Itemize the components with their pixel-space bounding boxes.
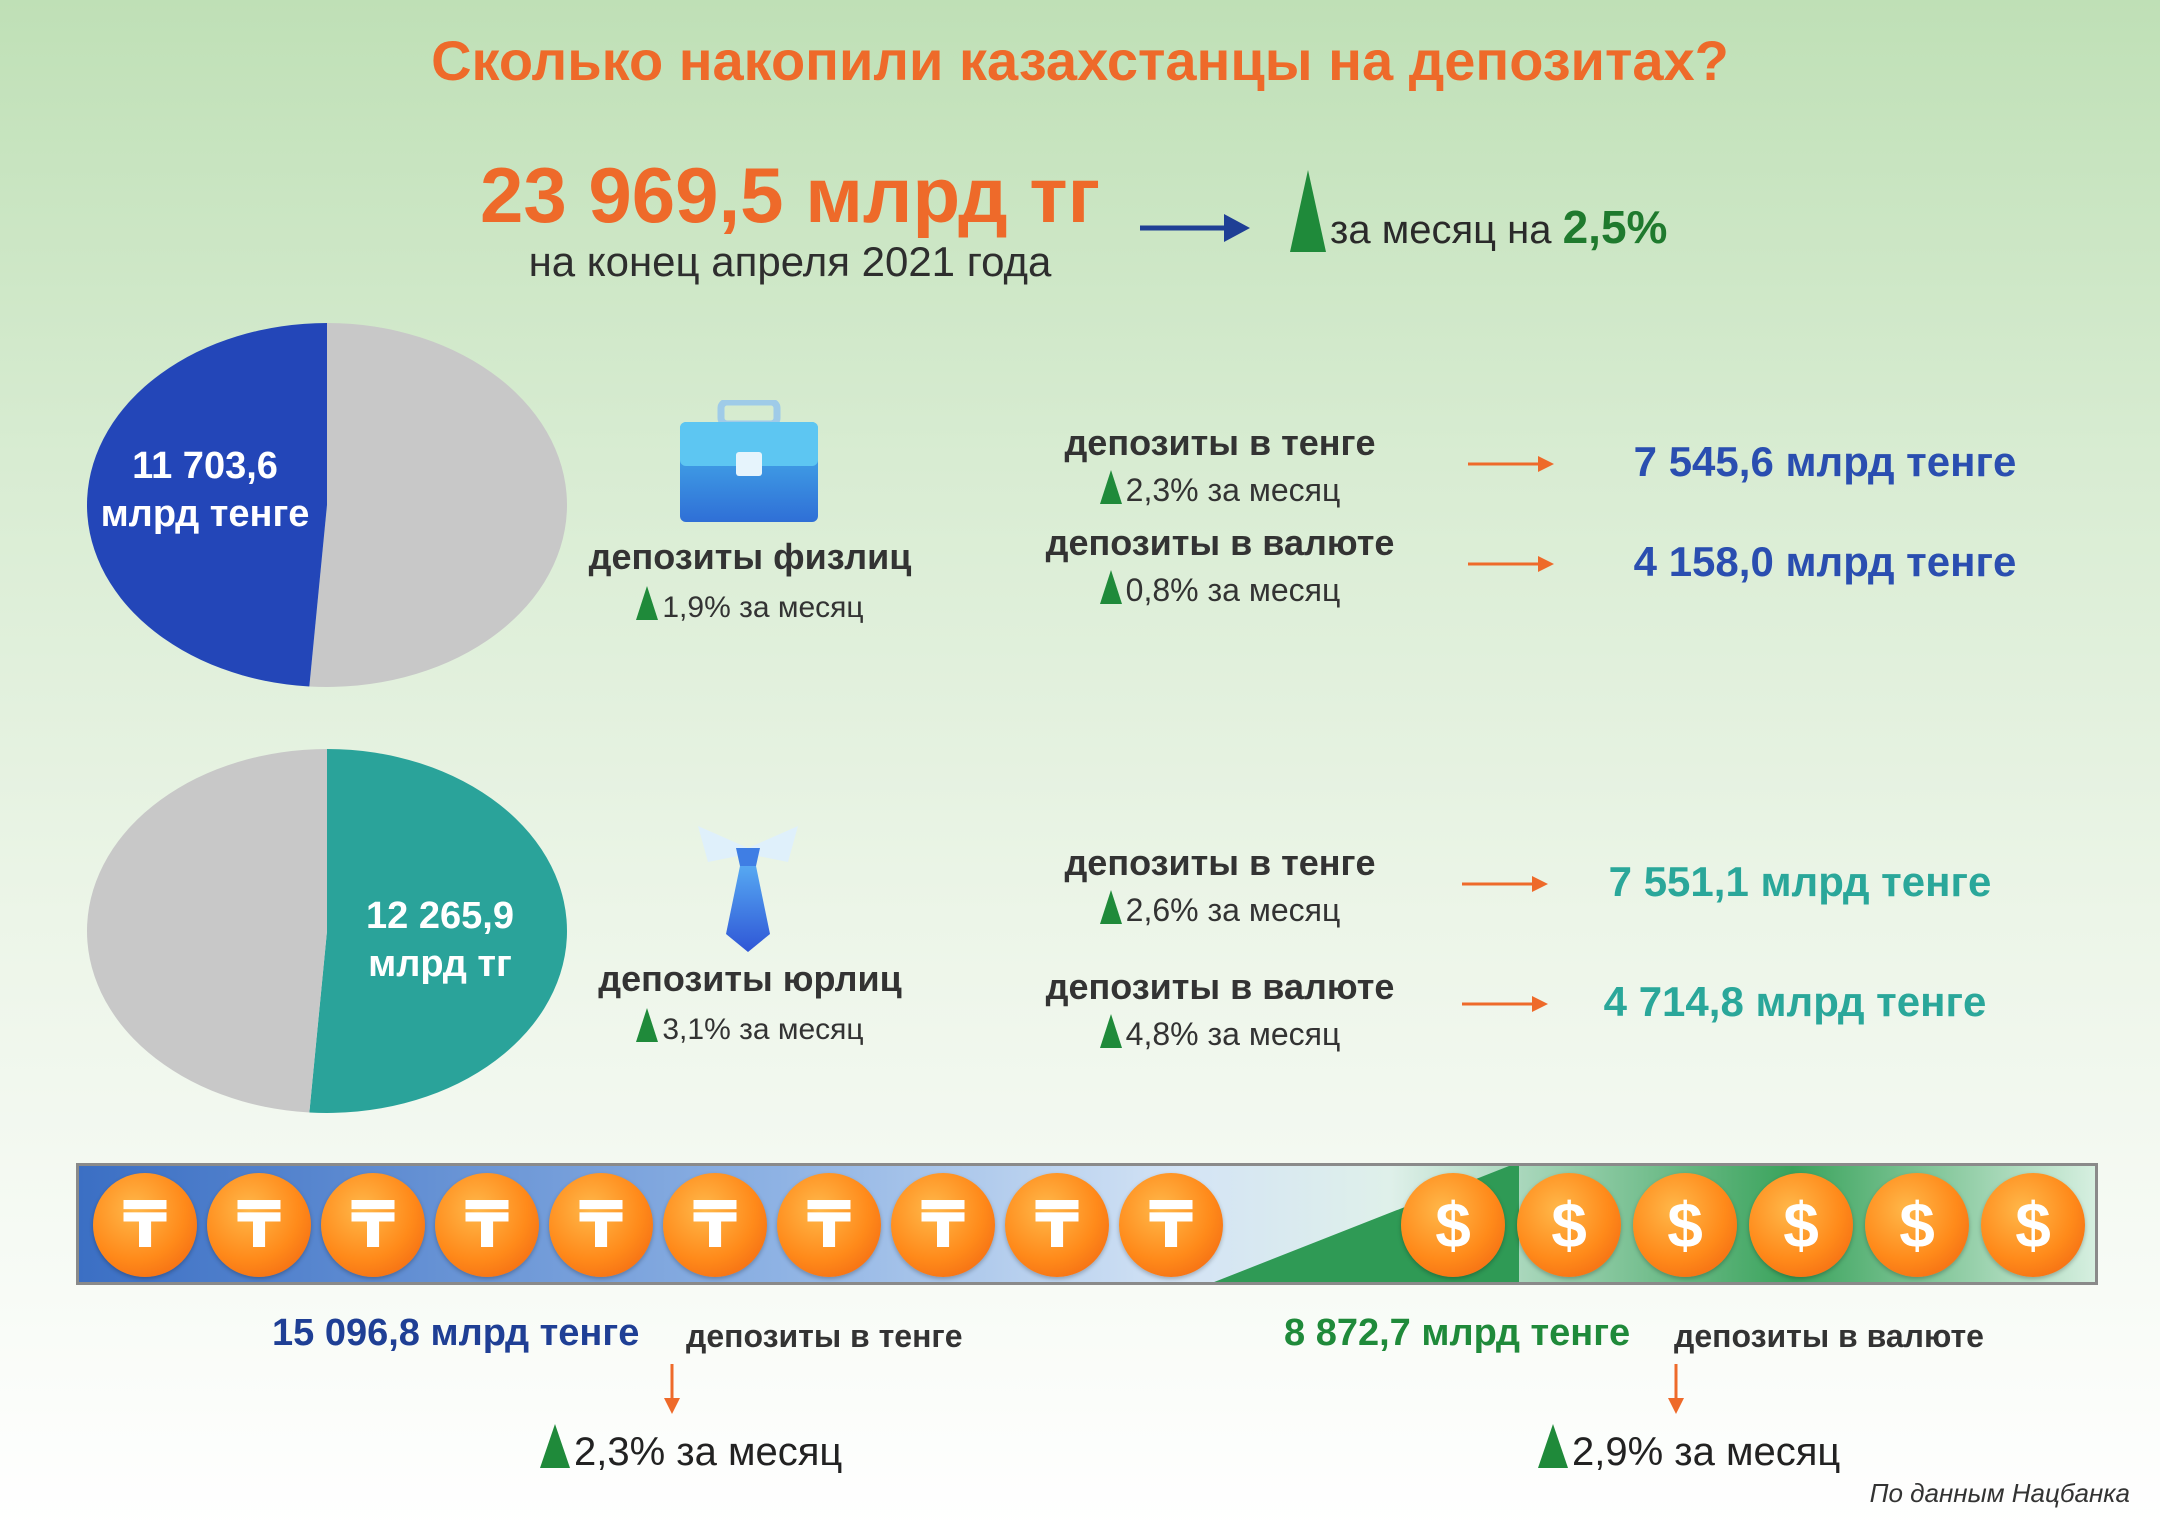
dollar-coin-icon: $ [1749, 1173, 1853, 1277]
individuals-fx-value: 4 158,0 млрд тенге [1633, 538, 2017, 585]
tenge-coin-icon: ₸ [777, 1173, 881, 1277]
tie-icon [698, 826, 798, 952]
legal-month: 3,1% за месяц [580, 1008, 920, 1047]
growth-triangle-icon [1099, 1014, 1122, 1048]
individuals-fx-label: депозиты в валюте [1045, 522, 1395, 563]
arrow-right-icon [1140, 214, 1250, 242]
arrow-down-icon [1668, 1364, 1684, 1414]
individuals-tenge-month: 2,3% за месяц [1020, 470, 1420, 509]
tenge-coin-icon: ₸ [891, 1173, 995, 1277]
dollar-coin-icon: $ [1401, 1173, 1505, 1277]
legal-fx-value: 4 714,8 млрд тенге [1603, 978, 1987, 1025]
pie-slice [87, 749, 327, 1113]
legal-pie-value: 12 265,9 [366, 895, 514, 937]
coin-bar: ₸ ₸ ₸ ₸ ₸ ₸ ₸ ₸ ₸ ₸ $ $ $ $ $ $ [76, 1163, 2098, 1285]
tenge-coin-icon: ₸ [1119, 1173, 1223, 1277]
bottom-tenge-value: 15 096,8 млрд тенге [272, 1312, 640, 1354]
source-note: По данным Нацбанка [1869, 1478, 2130, 1508]
individuals-label: депозиты физлиц [588, 536, 912, 577]
legal-tenge-label: депозиты в тенге [1064, 842, 1376, 883]
legal-fx-label: депозиты в валюте [1045, 966, 1395, 1007]
legal-pie [87, 749, 568, 1113]
arrow-right-icon [1468, 456, 1554, 472]
growth-triangle-icon [1099, 890, 1122, 924]
growth-triangle-icon [636, 1008, 659, 1042]
individuals-pie-value: 11 703,6 [132, 445, 278, 487]
tenge-coin-icon: ₸ [207, 1173, 311, 1277]
individuals-tenge-label: депозиты в тенге [1064, 422, 1376, 463]
tenge-coin-icon: ₸ [93, 1173, 197, 1277]
pie-slice [309, 749, 568, 1113]
growth-triangle-icon [1099, 570, 1122, 604]
bottom-fx-label: депозиты в валюте [1674, 1318, 1984, 1354]
legal-tenge-value: 7 551,1 млрд тенге [1608, 858, 1992, 905]
tenge-coin-icon: ₸ [1005, 1173, 1109, 1277]
legal-pie-unit: млрд тг [368, 943, 512, 985]
bottom-tenge-month: 2,3% за месяц [540, 1424, 842, 1475]
growth-triangle-icon [1099, 470, 1122, 504]
growth-triangle-icon [540, 1424, 570, 1468]
tenge-coin-icon: ₸ [321, 1173, 425, 1277]
bottom-fx-value: 8 872,7 млрд тенге [1284, 1312, 1631, 1354]
tenge-coin-icon: ₸ [663, 1173, 767, 1277]
bottom-tenge-label: депозиты в тенге [686, 1318, 963, 1354]
dollar-coin-icon: $ [1517, 1173, 1621, 1277]
legal-label: депозиты юрлиц [598, 958, 902, 999]
individuals-tenge-value: 7 545,6 млрд тенге [1633, 438, 2017, 485]
pie-slice [87, 323, 327, 687]
total-month-percent: 2,5% [1562, 201, 1668, 253]
tenge-coin-icon: ₸ [435, 1173, 539, 1277]
arrow-down-icon [664, 1364, 680, 1414]
individuals-fx-month: 0,8% за месяц [1020, 570, 1420, 609]
bottom-fx-month: 2,9% за месяц [1538, 1424, 1840, 1475]
growth-triangle-icon [1290, 170, 1330, 254]
legal-tenge-month: 2,6% за месяц [1020, 890, 1420, 929]
legal-fx-month: 4,8% за месяц [1020, 1014, 1420, 1053]
total-month-change: за месяц на 2,5% [1330, 200, 1667, 254]
briefcase-icon [680, 400, 818, 522]
total-date: на конец апреля 2021 года [528, 238, 1052, 285]
growth-triangle-icon [636, 586, 659, 620]
arrow-right-icon [1462, 996, 1548, 1012]
growth-triangle-icon [1538, 1424, 1568, 1468]
pie-slice [309, 323, 568, 687]
individuals-pie [87, 323, 568, 687]
dollar-coin-icon: $ [1865, 1173, 1969, 1277]
individuals-pie-unit: млрд тенге [100, 493, 310, 535]
total-month-prefix: за месяц на [1330, 208, 1552, 252]
dollar-coin-icon: $ [1981, 1173, 2085, 1277]
individuals-month: 1,9% за месяц [580, 586, 920, 625]
dollar-coin-icon: $ [1633, 1173, 1737, 1277]
arrow-right-icon [1462, 876, 1548, 892]
total-value: 23 969,5 млрд тг [479, 151, 1101, 239]
page-title: Сколько накопили казахстанцы на депозита… [431, 29, 1729, 92]
tenge-coin-icon: ₸ [549, 1173, 653, 1277]
arrow-right-icon [1468, 556, 1554, 572]
